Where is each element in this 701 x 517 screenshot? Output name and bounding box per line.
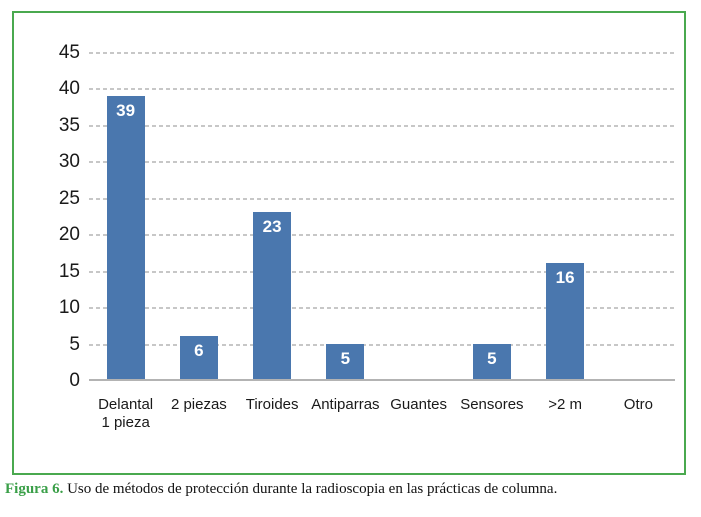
y-tick-label: 25 <box>58 187 80 209</box>
x-category-label: 2 piezas <box>170 396 227 413</box>
gridline <box>89 234 675 237</box>
y-tick-label: 20 <box>58 224 80 246</box>
y-tick-label: 10 <box>58 297 80 319</box>
gridline <box>89 124 675 127</box>
x-category-label: Otro <box>623 396 653 413</box>
bar: 5 <box>472 343 511 380</box>
gridline <box>89 307 675 310</box>
bar-slot: 6 <box>162 52 235 380</box>
gridline <box>89 52 675 54</box>
bar-slot <box>382 52 455 380</box>
bars-row: 39 6 23 5 5 16 <box>89 52 675 380</box>
gridline <box>89 197 675 200</box>
y-tick-label: 5 <box>69 333 80 355</box>
y-tick-label: 40 <box>58 78 80 100</box>
bar: 16 <box>546 263 585 380</box>
plot-area: 39 6 23 5 5 16 <box>89 52 675 381</box>
x-category-label: Guantes <box>390 396 447 413</box>
y-tick-label: 30 <box>58 151 80 173</box>
bar: 23 <box>253 212 292 380</box>
x-category-label: Sensores <box>460 396 524 413</box>
bar-slot: 5 <box>309 52 382 380</box>
bar-value-label: 6 <box>194 341 204 361</box>
y-tick-label: 45 <box>58 42 80 63</box>
y-tick-label: 15 <box>58 260 80 282</box>
gridline <box>89 88 675 91</box>
bar-value-label: 39 <box>116 100 136 120</box>
y-tick-label: 0 <box>69 370 80 391</box>
bar: 39 <box>106 95 145 380</box>
bar-value-label: 5 <box>340 348 351 368</box>
gridline <box>89 270 675 273</box>
bar-slot: 5 <box>455 52 528 380</box>
bar-slot: 23 <box>236 52 309 380</box>
bar-value-label: 23 <box>262 217 282 237</box>
figure-caption-text: Uso de métodos de protección durante la … <box>67 481 558 497</box>
figure-caption: Figura 6. Uso de métodos de protección d… <box>5 480 697 499</box>
bar-value-label: 16 <box>555 268 575 288</box>
x-category-label: Delantal 1 pieza <box>98 396 154 431</box>
x-category-label: >2 m <box>548 396 582 413</box>
bar-value-label: 5 <box>487 348 497 368</box>
bar-slot: 16 <box>529 52 602 380</box>
bar: 6 <box>179 336 218 380</box>
x-category-label: Antiparras <box>311 396 380 413</box>
bar: 5 <box>326 343 365 380</box>
gridline <box>89 343 675 346</box>
x-axis-category-labels: Delantal 1 pieza 2 piezas Tiroides Antiparr… <box>89 396 675 432</box>
chart-frame: 45 40 35 30 25 20 15 10 5 0 39 6 23 5 5 16 Delantal 1 … <box>12 11 686 475</box>
x-category-label: Tiroides <box>245 396 299 413</box>
y-tick-label: 35 <box>58 114 80 136</box>
gridline <box>89 161 675 164</box>
x-axis-line <box>89 379 675 381</box>
bar-slot <box>602 52 675 380</box>
y-axis-tick-labels: 45 40 35 30 25 20 15 10 5 0 <box>14 43 80 390</box>
figure-caption-number: Figura 6. <box>5 481 64 497</box>
bar-slot: 39 <box>89 52 162 380</box>
